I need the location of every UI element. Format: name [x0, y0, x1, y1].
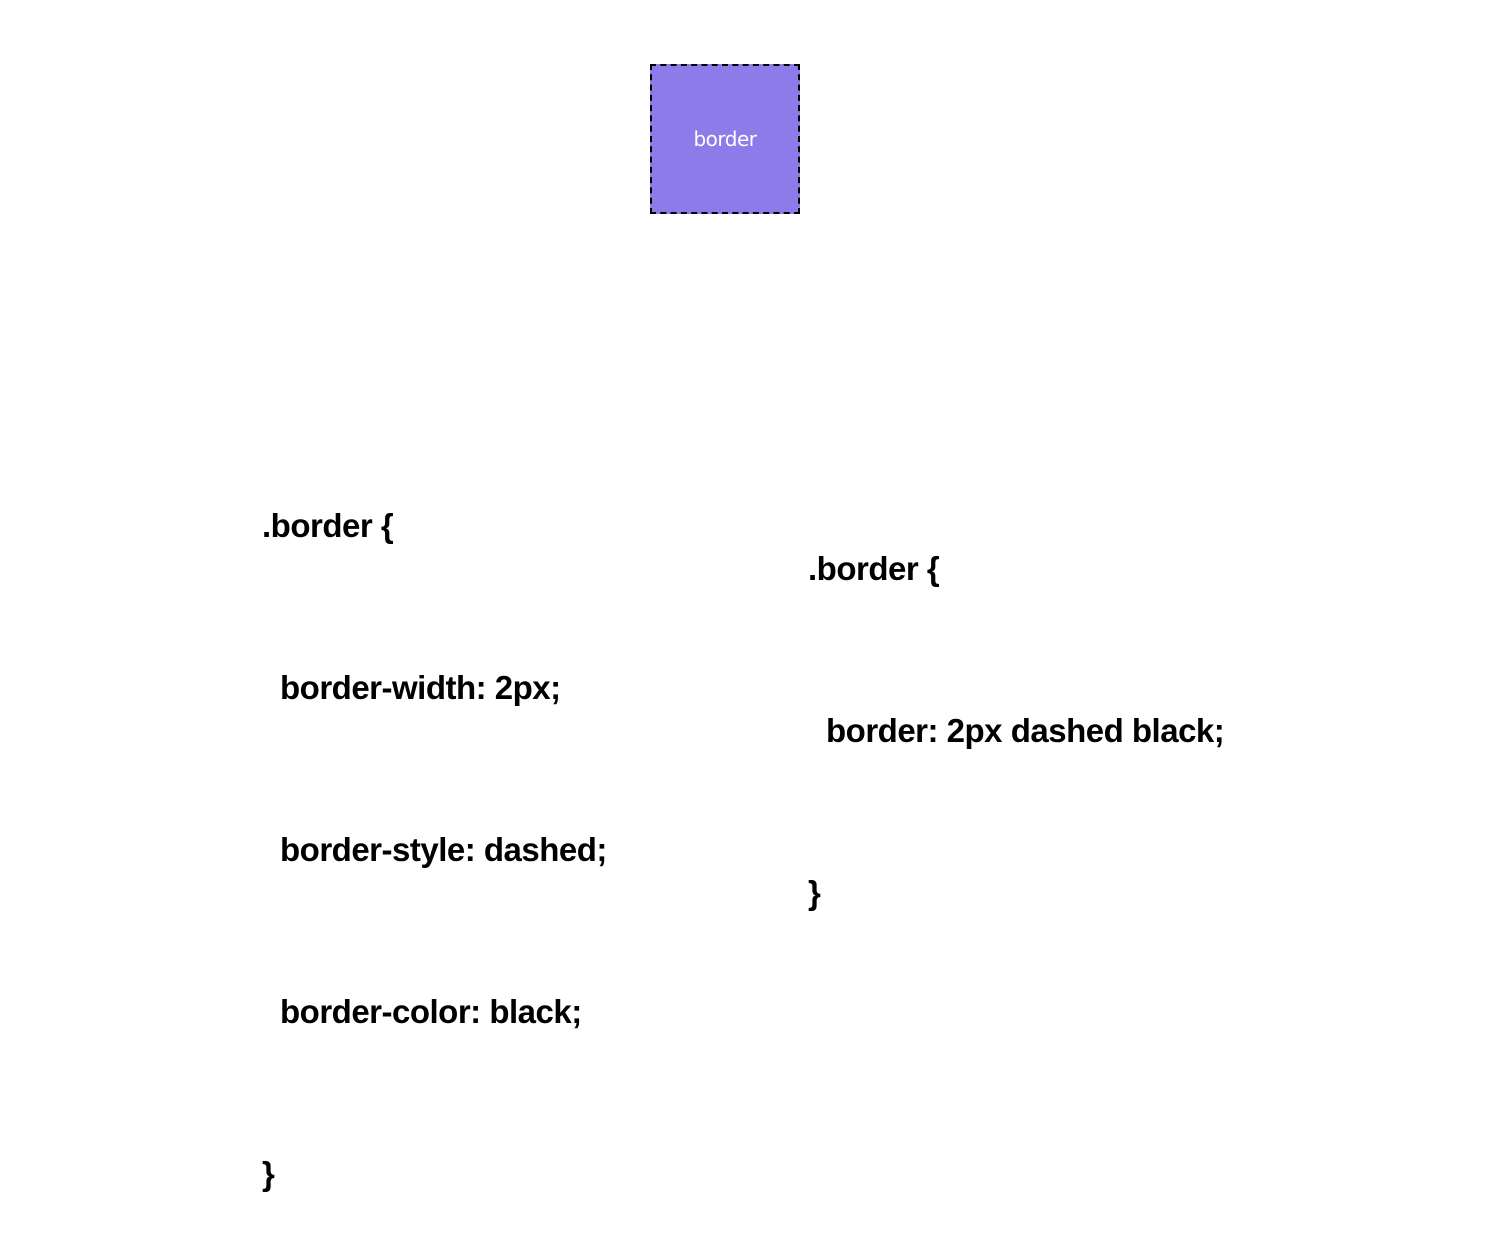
code-selector-line: .border {: [808, 550, 940, 587]
longhand-code-block: .border { border-width: 2px; border-styl…: [262, 391, 607, 1255]
code-border-shorthand-line: border: 2px dashed black;: [826, 712, 1225, 749]
border-demo-box: border: [650, 64, 800, 214]
code-closing-brace-line: }: [808, 874, 821, 911]
border-demo-label: border: [693, 127, 757, 151]
code-border-width-line: border-width: 2px;: [280, 669, 561, 706]
code-border-color-line: border-color: black;: [280, 993, 582, 1030]
code-selector-line: .border {: [262, 507, 394, 544]
code-closing-brace-line: }: [262, 1155, 275, 1192]
shorthand-code-block: .border { border: 2px dashed black; }: [808, 434, 1225, 974]
code-border-style-line: border-style: dashed;: [280, 831, 607, 868]
